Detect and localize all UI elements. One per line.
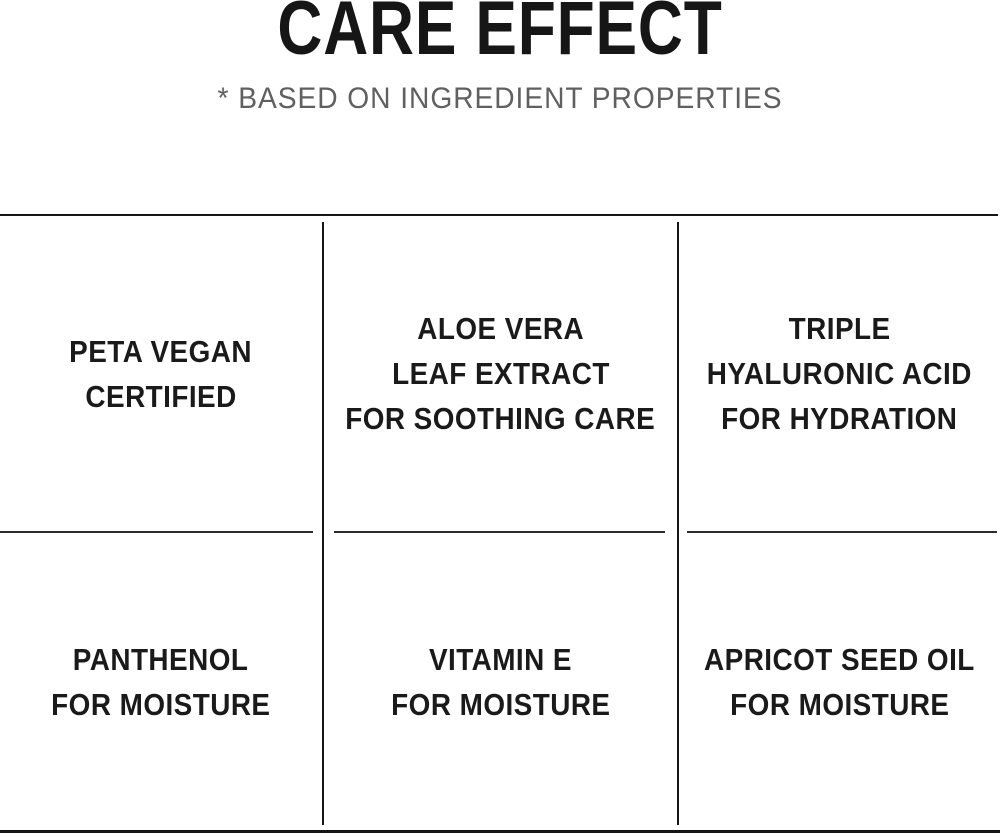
table-vertical-rule-left	[322, 222, 324, 825]
cell-text-line: FOR MOISTURE	[51, 686, 271, 722]
cell-text-line: PETA VEGAN	[69, 333, 253, 369]
cell-text-line: HYALURONIC ACID	[706, 356, 973, 391]
cell-text-line: VITAMIN E	[428, 641, 573, 677]
cell-text-line: FOR MOISTURE	[390, 686, 611, 722]
cell-peta-vegan-certified: PETA VEGAN CERTIFIED	[0, 216, 322, 531]
table-bottom-rule	[0, 830, 1000, 833]
cell-text-line: LEAF EXTRACT	[391, 356, 610, 391]
cell-text-line: TRIPLE	[788, 311, 891, 346]
cell-text-line: APRICOT SEED OIL	[704, 641, 975, 677]
cell-text-line: FOR SOOTHING CARE	[345, 401, 656, 436]
table-middle-rule-center	[334, 531, 665, 533]
table-vertical-rule-right	[677, 222, 679, 825]
table-middle-rule-right	[687, 531, 997, 533]
cell-text-line: FOR MOISTURE	[729, 686, 950, 722]
cell-vitamin-e: VITAMIN E FOR MOISTURE	[324, 533, 677, 830]
cell-aloe-vera-leaf-extract: ALOE VERA LEAF EXTRACT FOR SOOTHING CARE	[324, 216, 677, 531]
cell-triple-hyaluronic-acid: TRIPLE HYALURONIC ACID FOR HYDRATION	[679, 216, 1000, 531]
cell-text-line: ALOE VERA	[417, 311, 584, 346]
cell-text-line: PANTHENOL	[73, 641, 249, 677]
cell-apricot-seed-oil: APRICOT SEED OIL FOR MOISTURE	[679, 533, 1000, 830]
cell-text-line: FOR HYDRATION	[721, 401, 958, 436]
table-top-rule	[0, 214, 998, 216]
page-title: CARE EFFECT	[277, 0, 723, 71]
cell-panthenol: PANTHENOL FOR MOISTURE	[0, 533, 322, 830]
table-middle-rule-left	[0, 531, 313, 533]
cell-text-line: CERTIFIED	[85, 378, 237, 414]
page-subtitle: * BASED ON INGREDIENT PROPERTIES	[217, 82, 783, 115]
